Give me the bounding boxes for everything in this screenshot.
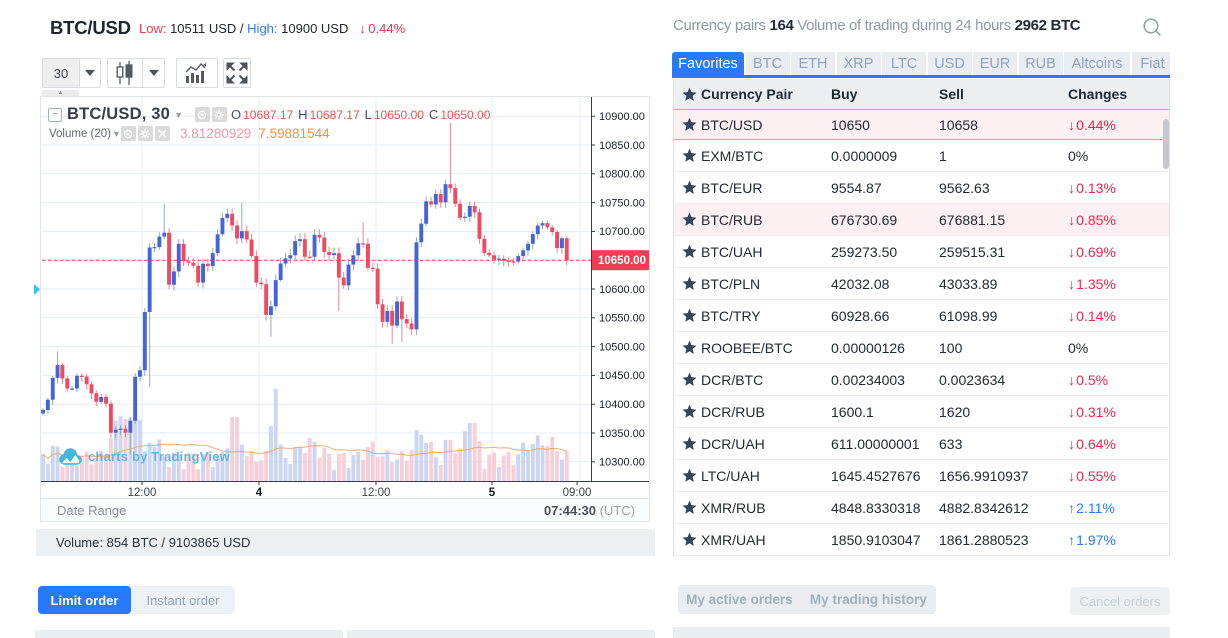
svg-text:10850.00: 10850.00 <box>599 140 645 152</box>
svg-text:10400.00: 10400.00 <box>599 399 645 411</box>
svg-text:09:00: 09:00 <box>563 487 592 499</box>
svg-text:12:00: 12:00 <box>128 487 157 499</box>
svg-text:10300.00: 10300.00 <box>599 457 645 469</box>
svg-text:10750.00: 10750.00 <box>599 197 645 209</box>
svg-text:10800.00: 10800.00 <box>599 169 645 181</box>
svg-text:10700.00: 10700.00 <box>599 226 645 238</box>
svg-text:10500.00: 10500.00 <box>599 341 645 353</box>
svg-text:12:00: 12:00 <box>362 487 391 499</box>
svg-text:10550.00: 10550.00 <box>599 313 645 325</box>
svg-text:10600.00: 10600.00 <box>599 284 645 296</box>
svg-text:10450.00: 10450.00 <box>599 370 645 382</box>
svg-text:10350.00: 10350.00 <box>599 428 645 440</box>
svg-text:10650.00: 10650.00 <box>598 255 646 267</box>
svg-text:4: 4 <box>256 487 263 499</box>
svg-text:10900.00: 10900.00 <box>599 111 645 123</box>
svg-text:5: 5 <box>489 487 496 499</box>
